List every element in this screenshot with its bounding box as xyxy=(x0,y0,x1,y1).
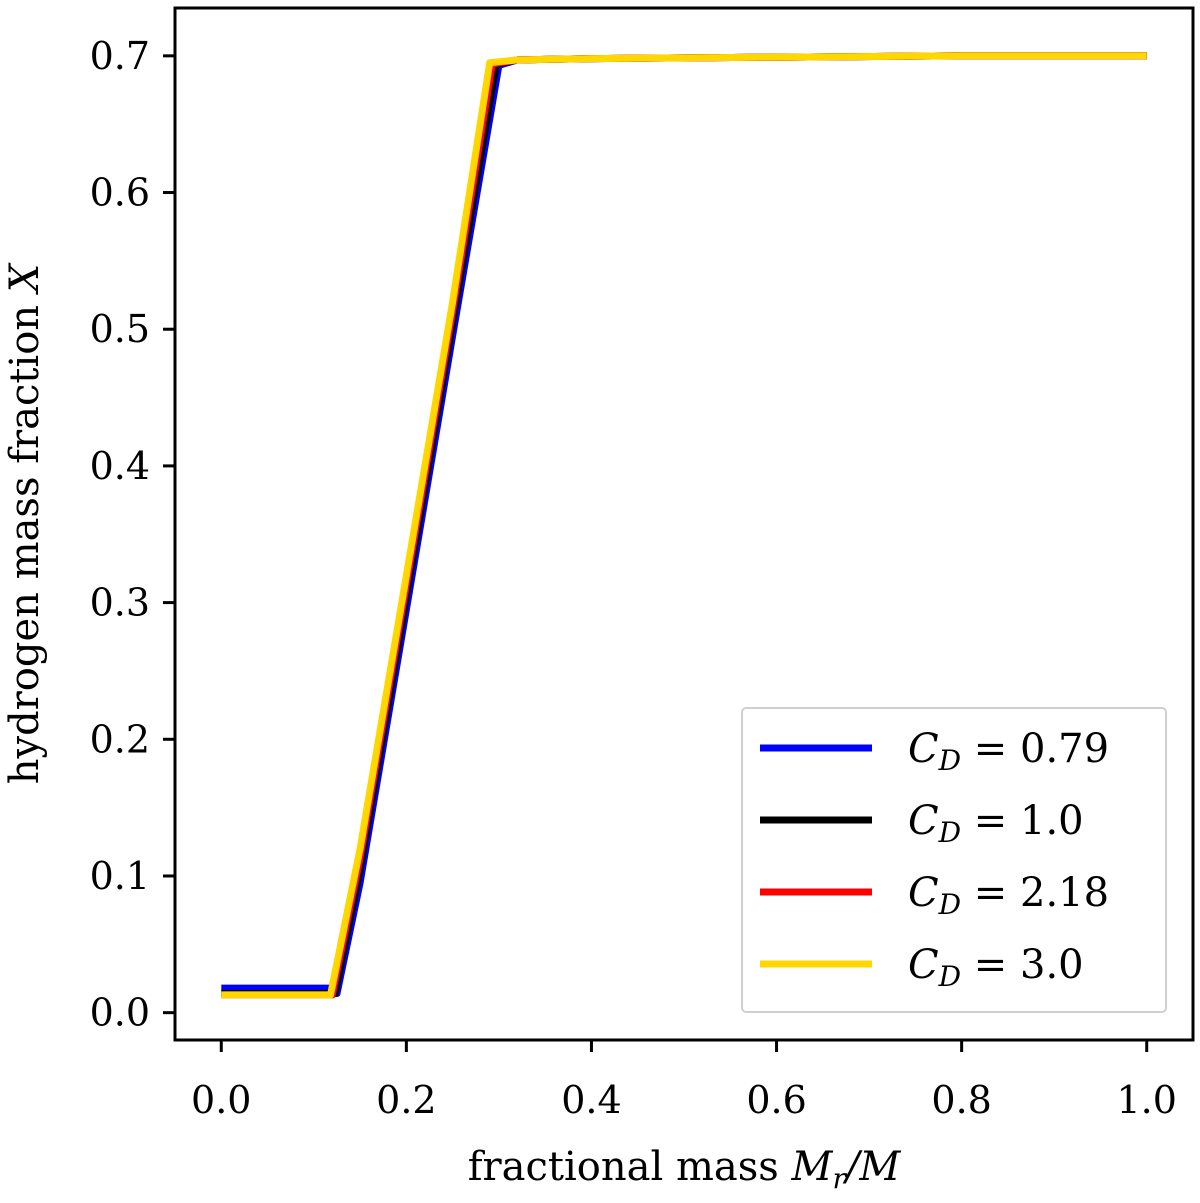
legend-label-value: = 3.0 xyxy=(961,942,1084,988)
y-axis-ticks: 0.0 0.1 0.2 0.3 0.4 0.5 0.6 0.7 xyxy=(90,34,175,1035)
x-axis-label-prefix: fractional mass xyxy=(468,1144,792,1190)
legend-label-value: = 2.18 xyxy=(961,870,1109,916)
x-tick-label: 0.0 xyxy=(191,1078,251,1122)
x-tick-label: 0.4 xyxy=(561,1078,621,1122)
legend-label-subscript: D xyxy=(938,888,961,921)
x-tick-label: 0.8 xyxy=(931,1078,991,1122)
y-tick-label: 0.0 xyxy=(90,991,150,1035)
x-axis-label: fractional mass Mr/M xyxy=(468,1144,902,1195)
legend-label-symbol: C xyxy=(908,942,939,988)
y-tick-label: 0.7 xyxy=(90,34,150,78)
x-tick-label: 0.6 xyxy=(746,1078,806,1122)
x-tick-label: 1.0 xyxy=(1117,1078,1177,1122)
legend-label-symbol: C xyxy=(908,798,939,844)
y-tick-label: 0.1 xyxy=(90,854,150,898)
legend-label-symbol: C xyxy=(908,870,939,916)
y-tick-label: 0.3 xyxy=(90,581,150,625)
y-axis-label-symbol: X xyxy=(2,262,48,295)
legend-label-value: = 1.0 xyxy=(961,798,1084,844)
legend-label: CD = 2.18 xyxy=(908,870,1109,921)
series-layer xyxy=(221,52,1147,999)
legend-label: CD = 3.0 xyxy=(908,942,1084,993)
legend-label-subscript: D xyxy=(938,960,961,993)
x-tick-label: 0.2 xyxy=(376,1078,436,1122)
legend-label-value: = 0.79 xyxy=(961,726,1109,772)
legend-label: CD = 0.79 xyxy=(908,726,1109,777)
y-axis-label-prefix: hydrogen mass fraction xyxy=(2,292,48,784)
y-tick-label: 0.2 xyxy=(90,717,150,761)
x-axis-label-tail: /M xyxy=(842,1144,901,1190)
x-axis-ticks: 0.0 0.2 0.4 0.6 0.8 1.0 xyxy=(191,1040,1177,1122)
axes-frame xyxy=(173,6,1195,1042)
y-axis-label: hydrogen mass fraction X xyxy=(2,262,48,784)
legend-label: CD = 1.0 xyxy=(908,798,1084,849)
legend-label-subscript: D xyxy=(938,744,961,777)
y-tick-label: 0.4 xyxy=(90,444,150,488)
x-axis-label-subscript: r xyxy=(832,1162,847,1195)
legend-label-symbol: C xyxy=(908,726,939,772)
x-axis-label-symbol: M xyxy=(791,1144,834,1190)
legend-box xyxy=(741,707,1167,1013)
series-line-3 xyxy=(221,52,1147,999)
legend-label-subscript: D xyxy=(938,816,961,849)
y-tick-label: 0.6 xyxy=(90,171,150,215)
y-tick-label: 0.5 xyxy=(90,307,150,351)
